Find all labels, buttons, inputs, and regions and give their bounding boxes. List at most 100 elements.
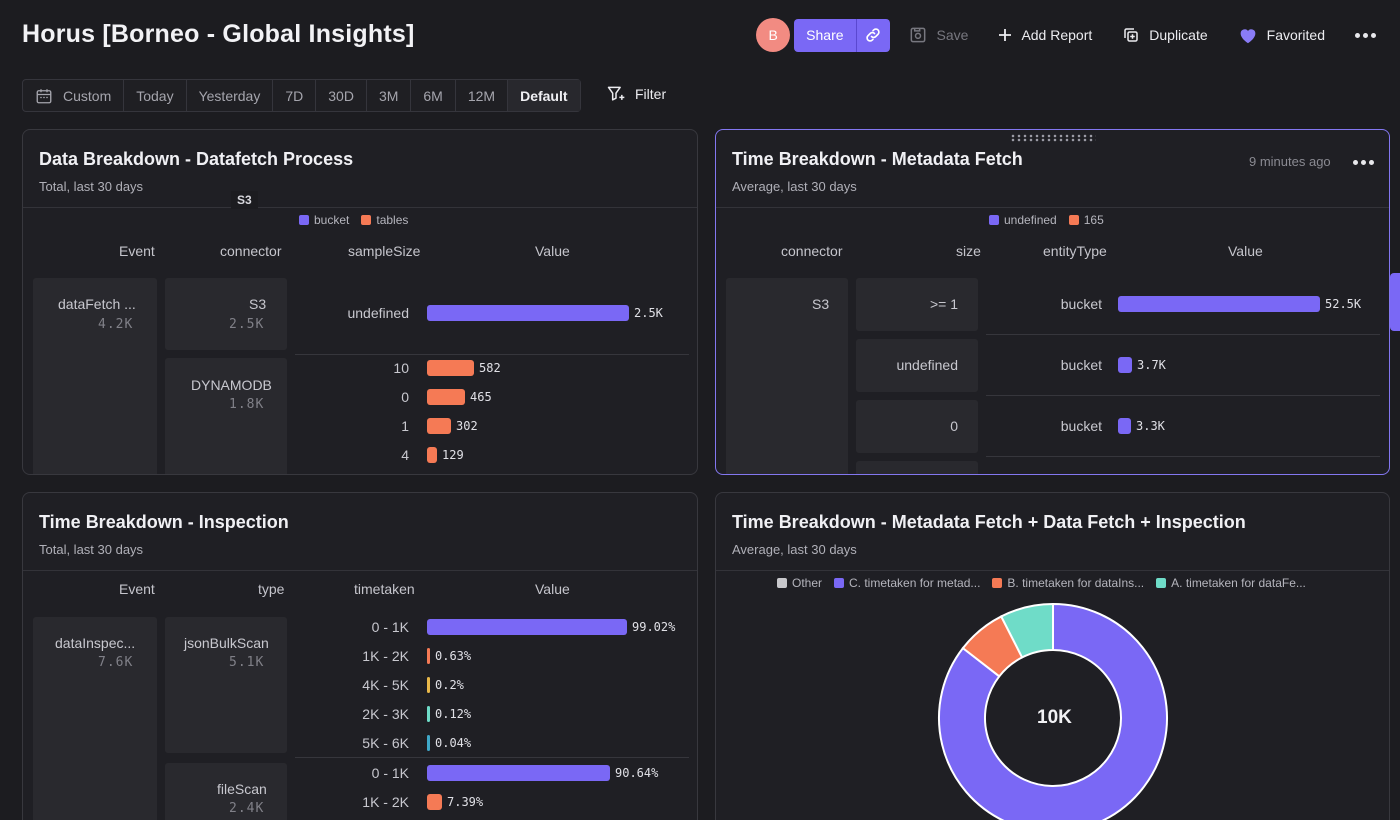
connector-cell-dynamodb[interactable]	[165, 358, 287, 474]
column-header-value: Value	[535, 243, 570, 259]
connector-label: DYNAMODB	[191, 377, 272, 393]
report-time-breakdown-inspection: Time Breakdown - Inspection Total, last …	[22, 492, 698, 820]
bar-value-label: 90.64%	[615, 766, 659, 780]
drag-handle-icon[interactable]	[1010, 134, 1096, 142]
value-bar[interactable]	[427, 677, 430, 693]
connector-cell-s3[interactable]	[165, 278, 287, 350]
filter-label: Filter	[635, 86, 667, 102]
size-label: 0	[950, 418, 958, 434]
favorited-label: Favorited	[1266, 27, 1325, 43]
report-time-breakdown-metadata-fetch: Time Breakdown - Metadata Fetch Average,…	[715, 129, 1390, 475]
report-title[interactable]: Time Breakdown - Metadata Fetch	[732, 149, 1023, 169]
report-title[interactable]: Time Breakdown - Metadata Fetch + Data F…	[732, 512, 1246, 532]
legend-label: C. timetaken for metad...	[849, 576, 981, 590]
value-bar[interactable]	[427, 648, 430, 664]
report-title[interactable]: Data Breakdown - Datafetch Process	[39, 149, 354, 169]
copy-link-button[interactable]	[855, 18, 890, 52]
column-header-event: Event	[119, 581, 155, 597]
duplicate-icon	[1124, 28, 1139, 42]
bar-value-label: 0.63%	[435, 649, 472, 663]
date-range-3m[interactable]: 3M	[367, 80, 412, 111]
hover-tooltip: S3	[231, 191, 258, 209]
sample-size-label: undefined	[347, 305, 409, 321]
value-bar[interactable]	[427, 735, 430, 751]
bar-value-label: 0.12%	[435, 707, 472, 721]
sample-size-label: 0	[401, 389, 409, 405]
save-button[interactable]: Save	[908, 25, 968, 45]
date-range-30d[interactable]: 30D	[316, 80, 367, 111]
filter-button[interactable]: Filter	[606, 84, 666, 104]
report-time-breakdown-combined: Time Breakdown - Metadata Fetch + Data F…	[715, 492, 1390, 820]
date-range-today[interactable]: Today	[124, 80, 187, 111]
donut-chart[interactable]	[716, 493, 1390, 820]
bar-value-label: 3.7K	[1137, 358, 1166, 372]
report-subtitle: Total, last 30 days	[39, 179, 144, 194]
type-cell-filescan[interactable]	[165, 763, 287, 820]
timetaken-label: 0 - 1K	[371, 765, 409, 781]
size-label: >= 1	[929, 296, 958, 312]
side-panel-toggle[interactable]	[1390, 273, 1400, 331]
donut-slice[interactable]	[999, 602, 1054, 659]
value-bar[interactable]	[427, 619, 627, 635]
legend-item[interactable]: Other	[777, 576, 822, 590]
value-bar[interactable]	[1118, 296, 1320, 312]
value-bar[interactable]	[427, 765, 610, 781]
add-report-button[interactable]: Add Report	[998, 27, 1092, 43]
bar-value-label: 0.2%	[435, 678, 464, 692]
value-bar[interactable]	[427, 794, 442, 810]
legend-item[interactable]: tables	[361, 213, 408, 227]
event-label: dataFetch ...	[58, 296, 136, 312]
legend-item[interactable]: bucket	[299, 213, 349, 227]
date-range-7d[interactable]: 7D	[273, 80, 317, 111]
legend-item[interactable]: undefined	[989, 213, 1057, 227]
link-icon	[866, 28, 880, 42]
legend-label: A. timetaken for dataFe...	[1171, 576, 1306, 590]
event-cell[interactable]	[33, 278, 157, 474]
size-cell[interactable]	[856, 339, 978, 392]
bar-value-label: 3.3K	[1136, 419, 1165, 433]
bar-value-label: 582	[479, 361, 501, 375]
value-bar[interactable]	[427, 389, 465, 405]
value-bar[interactable]	[1118, 418, 1131, 434]
share-button[interactable]: Share	[794, 18, 856, 52]
type-cell-jsonbulkscan[interactable]	[165, 617, 287, 753]
bar-value-label: 99.02%	[632, 620, 676, 634]
value-bar[interactable]	[427, 360, 474, 376]
avatar[interactable]: B	[756, 18, 791, 52]
type-value: 2.4K	[229, 801, 265, 816]
value-bar[interactable]	[427, 418, 451, 434]
report-menu-icon[interactable]	[1353, 160, 1374, 165]
date-range-default[interactable]: Default	[508, 80, 580, 111]
date-range-6m[interactable]: 6M	[411, 80, 456, 111]
timetaken-label: 5K - 6K	[362, 735, 409, 751]
legend-item[interactable]: 165	[1068, 213, 1104, 227]
date-range-selector: Custom Today Yesterday 7D 30D 3M 6M 12M …	[22, 79, 581, 112]
column-header-size: size	[956, 243, 981, 259]
value-bar[interactable]	[427, 447, 437, 463]
date-range-12m[interactable]: 12M	[456, 80, 509, 111]
last-updated: 9 minutes ago	[1249, 154, 1331, 169]
legend-item[interactable]: C. timetaken for metad...	[834, 576, 980, 590]
size-cell[interactable]	[856, 278, 978, 331]
favorited-button[interactable]: Favorited	[1238, 26, 1325, 44]
legend-item[interactable]: A. timetaken for dataFe...	[1156, 576, 1306, 590]
size-cell[interactable]	[856, 400, 978, 453]
value-bar[interactable]	[427, 706, 430, 722]
heart-icon	[1240, 29, 1256, 44]
legend-label: bucket	[314, 213, 350, 227]
date-range-yesterday[interactable]: Yesterday	[187, 80, 274, 111]
event-cell[interactable]	[33, 617, 157, 820]
connector-cell-s3[interactable]	[726, 278, 848, 474]
legend-item[interactable]: B. timetaken for dataIns...	[992, 576, 1144, 590]
duplicate-button[interactable]: Duplicate	[1122, 26, 1208, 44]
report-title[interactable]: Time Breakdown - Inspection	[39, 512, 289, 532]
bar-value-label: 465	[470, 390, 492, 404]
donut-slice[interactable]	[938, 602, 1168, 820]
legend-label: tables	[376, 213, 409, 227]
chart-legend: undefined 165	[989, 213, 1104, 227]
date-range-custom[interactable]: Custom	[23, 80, 125, 111]
more-options-icon[interactable]	[1355, 32, 1376, 38]
column-header-connector: connector	[781, 243, 843, 259]
value-bar[interactable]	[1118, 357, 1132, 373]
value-bar[interactable]	[427, 305, 629, 321]
